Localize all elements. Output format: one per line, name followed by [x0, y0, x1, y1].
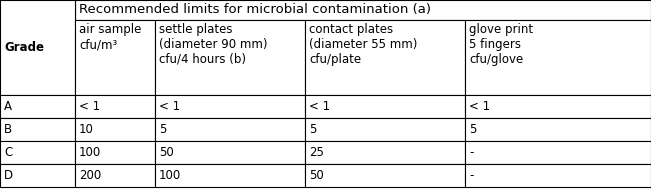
Text: settle plates
(diameter 90 mm)
cfu/4 hours (b): settle plates (diameter 90 mm) cfu/4 hou… [159, 23, 268, 66]
Text: 25: 25 [309, 146, 324, 159]
Text: Grade: Grade [4, 41, 44, 54]
Text: 200: 200 [79, 169, 102, 182]
Text: < 1: < 1 [309, 100, 330, 113]
Bar [465, 118, 651, 141]
Text: Recommended limits for microbial contamination (a): Recommended limits for microbial contami… [79, 3, 431, 17]
Bar [305, 118, 465, 141]
Text: < 1: < 1 [469, 100, 490, 113]
Bar [75, 141, 155, 164]
Bar [155, 141, 305, 164]
Bar [75, 118, 155, 141]
Text: 50: 50 [159, 146, 174, 159]
Text: -: - [469, 169, 473, 182]
Bar [155, 20, 305, 95]
Bar [465, 20, 651, 95]
Text: 5: 5 [309, 123, 316, 136]
Bar [75, 95, 155, 118]
Bar [0, 95, 75, 118]
Bar [0, 0, 75, 20]
Text: D: D [4, 169, 13, 182]
Text: C: C [4, 146, 12, 159]
Bar [0, 141, 75, 164]
Bar [465, 164, 651, 187]
Text: contact plates
(diameter 55 mm)
cfu/plate: contact plates (diameter 55 mm) cfu/plat… [309, 23, 417, 66]
Bar [305, 20, 465, 95]
Bar [155, 164, 305, 187]
Text: 100: 100 [159, 169, 181, 182]
Bar [155, 95, 305, 118]
Bar [305, 95, 465, 118]
Bar [155, 118, 305, 141]
Text: A: A [4, 100, 12, 113]
Bar [0, 0, 75, 95]
Bar [465, 95, 651, 118]
Bar [305, 141, 465, 164]
Bar [465, 141, 651, 164]
Text: B: B [4, 123, 12, 136]
Bar [0, 164, 75, 187]
Text: glove print
5 fingers
cfu/glove: glove print 5 fingers cfu/glove [469, 23, 533, 66]
Bar [0, 118, 75, 141]
Text: 5: 5 [159, 123, 167, 136]
Text: < 1: < 1 [159, 100, 180, 113]
Text: 50: 50 [309, 169, 324, 182]
Text: < 1: < 1 [79, 100, 100, 113]
Bar [305, 164, 465, 187]
Bar [75, 20, 155, 95]
Text: air sample
cfu/m³: air sample cfu/m³ [79, 23, 141, 51]
Bar [75, 164, 155, 187]
Text: 10: 10 [79, 123, 94, 136]
Text: 100: 100 [79, 146, 102, 159]
Bar [75, 0, 651, 20]
Text: -: - [469, 146, 473, 159]
Text: 5: 5 [469, 123, 477, 136]
